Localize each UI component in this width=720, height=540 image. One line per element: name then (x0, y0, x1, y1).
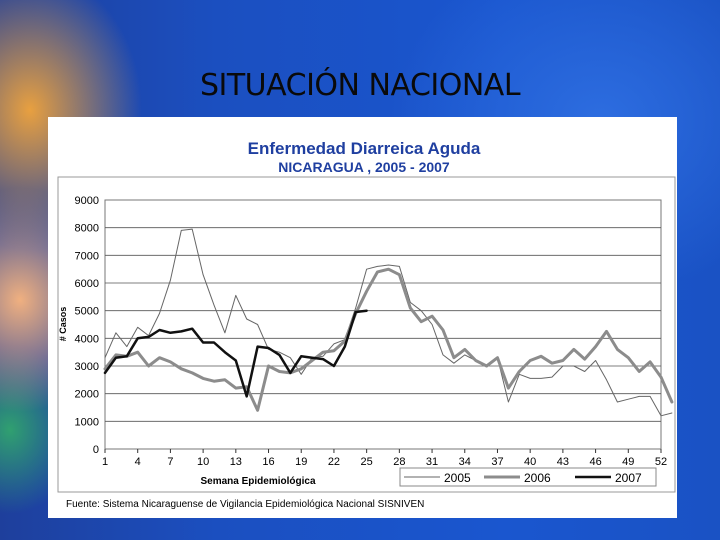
series-line-2006 (103, 267, 674, 412)
y-tick-label: 9000 (75, 195, 99, 207)
chart-title: Enfermedad Diarreica Aguda (248, 139, 481, 158)
x-tick-label: 1 (102, 456, 108, 468)
y-tick-label: 2000 (75, 389, 99, 401)
x-tick-label: 28 (393, 456, 405, 468)
x-axis-ticks: 1 4 7 10 13 16 19 22 25 28 31 34 37 40 43 46 49 52 (102, 449, 667, 468)
x-tick-label: 7 (167, 456, 173, 468)
series-line-2005 (104, 228, 673, 417)
x-tick-label: 46 (589, 456, 601, 468)
y-axis-label: # Casos (58, 307, 68, 342)
x-tick-label: 34 (459, 456, 471, 468)
y-tick-label: 1000 (75, 416, 99, 428)
grid (105, 227, 661, 422)
plot-area (104, 199, 662, 450)
legend-box (399, 467, 657, 487)
source-note: Fuente: Sistema Nicaraguense de Vigilanc… (66, 499, 424, 510)
legend-label-2007: 2007 (615, 471, 642, 485)
x-tick-label: 10 (197, 456, 209, 468)
legend-label-2005: 2005 (444, 471, 471, 485)
y-tick-label: 6000 (75, 278, 99, 290)
chart-svg: Enfermedad Diarreica Aguda NICARAGUA , 2… (57, 139, 676, 510)
chart-panel: Enfermedad Diarreica Aguda NICARAGUA , 2… (48, 117, 677, 518)
x-tick-label: 49 (622, 456, 634, 468)
x-tick-label: 25 (361, 456, 373, 468)
x-tick-label: 16 (262, 456, 274, 468)
x-tick-label: 31 (426, 456, 438, 468)
legend: 2005 2006 2007 (399, 467, 657, 487)
y-tick-label: 7000 (75, 250, 99, 262)
series-lines (103, 228, 674, 417)
legend-label-2006: 2006 (524, 471, 551, 485)
series-line-2007 (103, 309, 368, 398)
y-tick-label: 4000 (75, 333, 99, 345)
x-axis-label: Semana Epidemiológica (200, 476, 315, 487)
y-tick-label: 0 (93, 444, 99, 456)
plot-frame (57, 176, 676, 493)
slide-title: SITUACIÓN NACIONAL (199, 68, 521, 103)
x-tick-label: 19 (295, 456, 307, 468)
x-tick-label: 43 (557, 456, 569, 468)
y-axis-ticks: 0 1000 2000 3000 4000 5000 6000 7000 8000 9000 (75, 195, 99, 456)
x-tick-label: 13 (230, 456, 242, 468)
x-tick-label: 52 (655, 456, 667, 468)
y-tick-label: 3000 (75, 361, 99, 373)
y-tick-label: 5000 (75, 306, 99, 318)
x-tick-label: 40 (524, 456, 536, 468)
x-tick-label: 4 (135, 456, 141, 468)
chart-subtitle: NICARAGUA , 2005 - 2007 (278, 159, 450, 175)
y-tick-label: 8000 (75, 223, 99, 235)
x-tick-label: 22 (328, 456, 340, 468)
x-tick-label: 37 (491, 456, 503, 468)
